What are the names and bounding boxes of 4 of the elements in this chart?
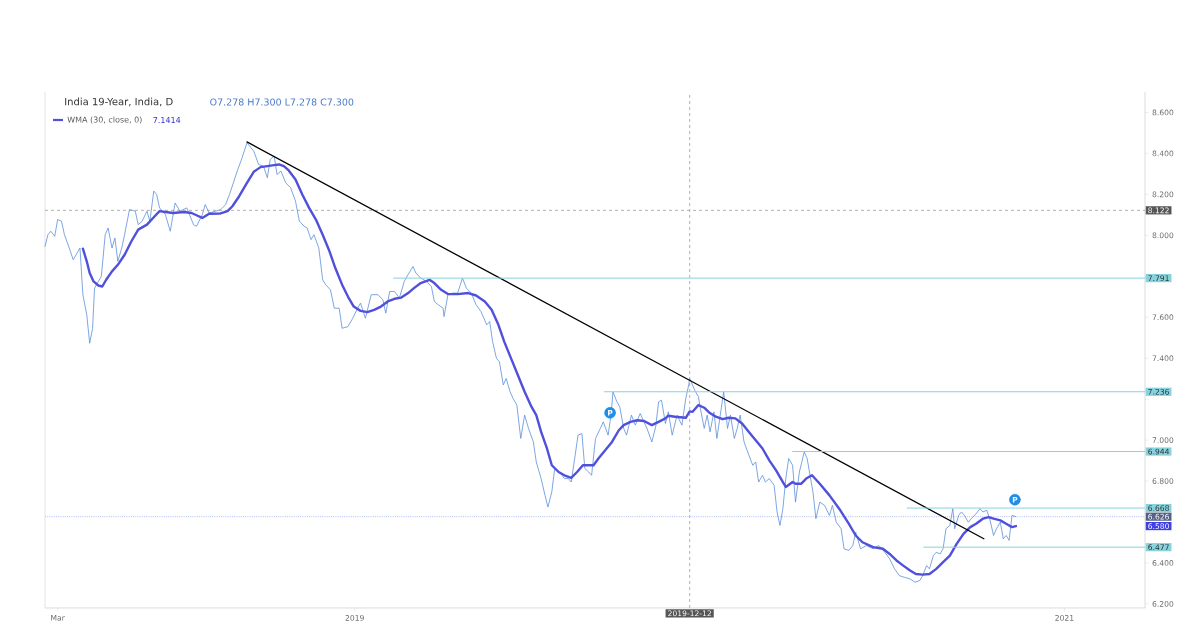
legend-label: WMA (30, close, 0) <box>67 116 142 124</box>
text: O7.278 H7.300 L7.278 C7.300 <box>210 98 354 106</box>
text: India 19-Year, India, D <box>65 97 173 107</box>
annotation: 7.1414 <box>153 117 181 123</box>
